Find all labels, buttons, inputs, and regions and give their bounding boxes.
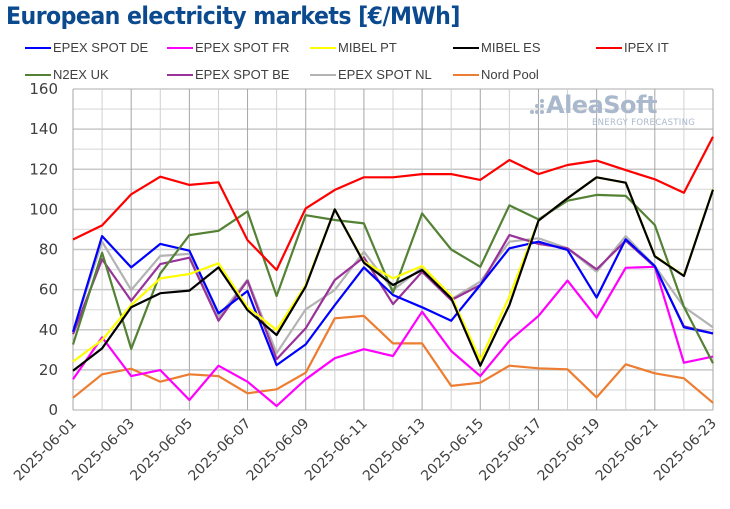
legend-item: Nord Pool <box>453 67 539 82</box>
y-tick-label: 60 <box>39 281 58 299</box>
y-tick-label: 120 <box>29 160 58 178</box>
legend-item: MIBEL PT <box>310 40 397 55</box>
series-line-nord-pool <box>72 314 714 404</box>
legend-item: MIBEL ES <box>453 40 540 55</box>
series-line-epex-spot-be <box>71 234 714 361</box>
legend-label: EPEX SPOT BE <box>195 67 290 82</box>
aleasoft-watermark: AleaSoft ENERGY FORECASTING <box>528 91 708 133</box>
x-axis-ticks: 2025-06-012025-06-032025-06-052025-06-07… <box>11 416 720 485</box>
legend-label: EPEX SPOT NL <box>338 67 432 82</box>
legend-label: N2EX UK <box>53 67 109 82</box>
y-tick-label: 100 <box>29 200 58 218</box>
legend-swatch <box>25 73 51 76</box>
legend-item: EPEX SPOT DE <box>25 40 148 55</box>
y-tick-label: 160 <box>29 80 58 98</box>
legend-label: IPEX IT <box>624 40 669 55</box>
watermark-brand: AleaSoft <box>546 91 657 119</box>
legend-swatch <box>310 46 336 49</box>
series-line-n2ex-uk <box>71 193 714 364</box>
series-lines <box>71 136 715 408</box>
legend-swatch <box>596 46 622 49</box>
legend-item: IPEX IT <box>596 40 669 55</box>
y-tick-label: 80 <box>39 241 58 259</box>
x-tick-label: 2025-06-23 <box>651 416 720 485</box>
watermark-tagline: ENERGY FORECASTING <box>592 118 696 128</box>
legend-swatch <box>453 46 479 49</box>
y-tick-label: 40 <box>39 321 58 339</box>
legend-label: MIBEL PT <box>338 40 397 55</box>
gridlines <box>72 88 714 411</box>
series-line-ipex-it <box>72 136 714 272</box>
legend-item: EPEX SPOT FR <box>167 40 289 55</box>
legend-item: EPEX SPOT BE <box>167 67 289 82</box>
legend-swatch <box>310 73 336 76</box>
legend-swatch <box>453 73 479 76</box>
legend-swatch <box>25 46 51 49</box>
series-line-mibel-es <box>72 176 715 372</box>
aleasoft-logo-icon <box>530 99 544 114</box>
legend-label: MIBEL ES <box>481 40 541 55</box>
chart-title: European electricity markets [€/MWh] <box>6 2 460 30</box>
legend-swatch <box>167 73 193 76</box>
legend-label: EPEX SPOT FR <box>195 40 290 55</box>
legend-label: Nord Pool <box>481 67 539 82</box>
y-tick-label: 20 <box>39 361 58 379</box>
legend-label: EPEX SPOT DE <box>53 40 149 55</box>
legend-item: EPEX SPOT NL <box>310 67 432 82</box>
legend-swatch <box>167 46 193 49</box>
series-line-epex-spot-fr <box>72 265 714 408</box>
legend-item: N2EX UK <box>25 67 109 82</box>
y-tick-label: 0 <box>48 401 58 419</box>
y-tick-label: 140 <box>29 120 58 138</box>
y-axis-ticks: 0 20 40 60 80 100 120 140 160 <box>29 80 58 419</box>
